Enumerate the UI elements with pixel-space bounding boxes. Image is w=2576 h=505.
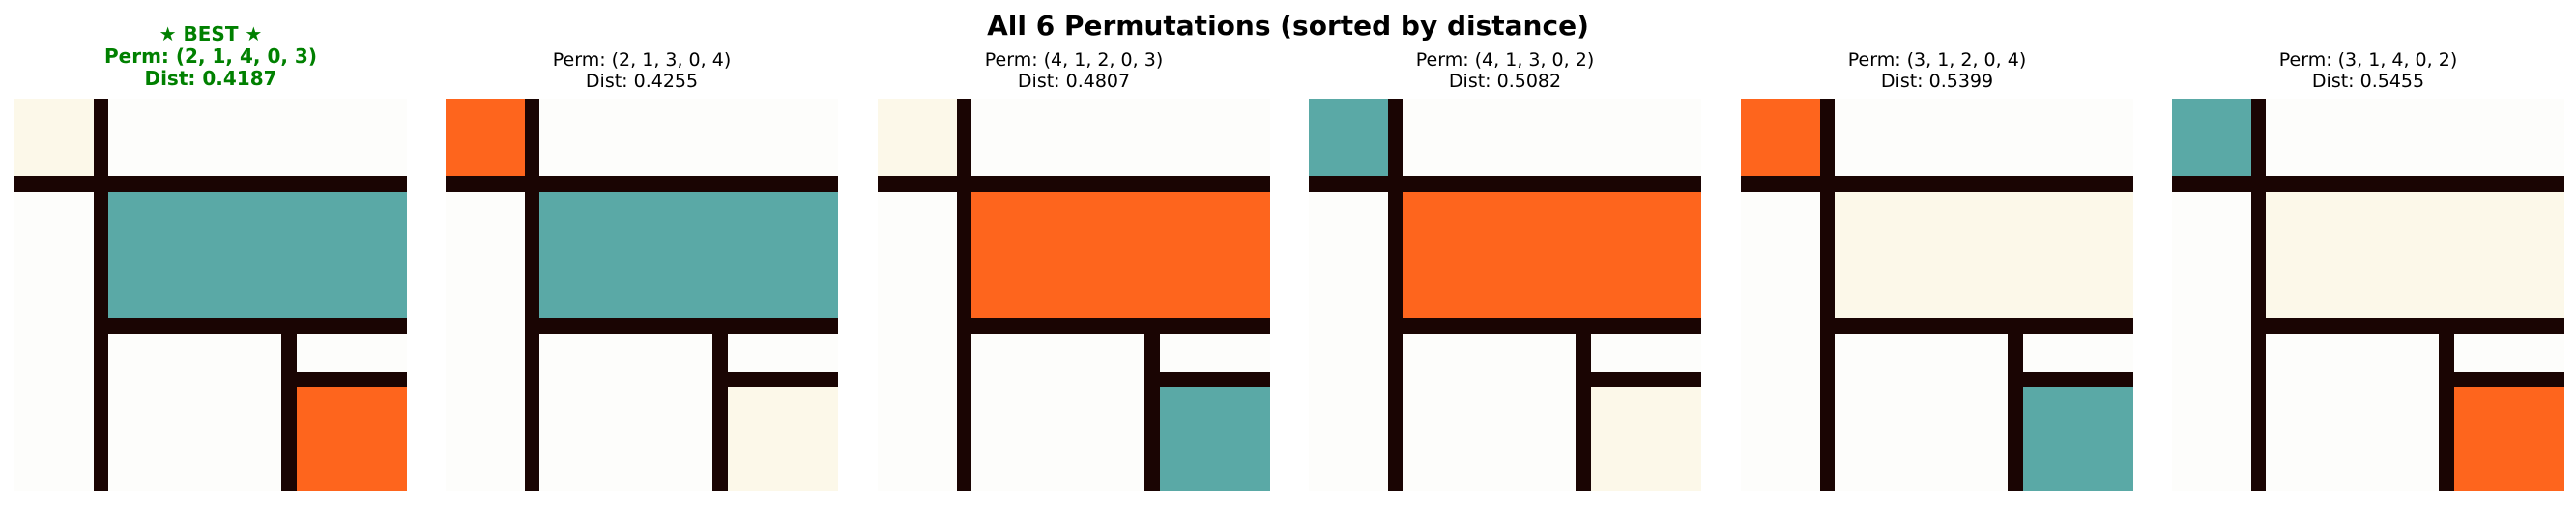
middle-block [108,192,407,318]
bottom-right-block [1591,387,1701,491]
top-left-block [878,99,957,176]
best-badge: ★ BEST ★ [159,22,263,45]
horizontal-line-middle [1820,318,2133,334]
vertical-line-right [2439,334,2454,491]
panel-title: Perm: (2, 1, 3, 0, 4) Dist: 0.4255 [407,49,877,92]
bottom-right-block [728,387,838,491]
perm-label: Perm: (2, 1, 3, 0, 4) [552,49,732,71]
mondrian-svg [446,99,838,491]
bottom-right-block [1160,387,1270,491]
horizontal-line-top [2172,176,2564,192]
horizontal-line-bottom [1144,372,1270,387]
horizontal-line-top [446,176,838,192]
top-left-block [14,99,94,176]
horizontal-line-bottom [2008,372,2133,387]
composition-image [14,99,407,491]
composition-image [1741,99,2133,491]
mondrian-svg [1741,99,2133,491]
horizontal-line-top [14,176,407,192]
horizontal-line-top [1309,176,1701,192]
horizontal-line-bottom [712,372,838,387]
top-left-block [1309,99,1388,176]
permutation-panel: Perm: (2, 1, 3, 0, 4) Dist: 0.4255 [446,0,838,505]
horizontal-line-top [878,176,1270,192]
middle-block [2266,192,2564,318]
horizontal-line-middle [94,318,407,334]
horizontal-line-bottom [1576,372,1701,387]
panel-title: Perm: (3, 1, 4, 0, 2) Dist: 0.5455 [2133,49,2576,92]
composition-image [2172,99,2564,491]
mondrian-svg [2172,99,2564,491]
vertical-line-left [957,99,971,491]
middle-block [1835,192,2133,318]
vertical-line-right [1576,334,1591,491]
permutation-panel: ★ BEST ★ Perm: (2, 1, 4, 0, 3) Dist: 0.418… [14,0,407,505]
panel-title: Perm: (4, 1, 2, 0, 3) Dist: 0.4807 [839,49,1309,92]
top-left-block [2172,99,2251,176]
permutation-panel: Perm: (3, 1, 4, 0, 2) Dist: 0.5455 [2172,0,2564,505]
dist-label: Dist: 0.4255 [585,71,699,92]
horizontal-line-middle [957,318,1270,334]
mondrian-svg [878,99,1270,491]
top-left-block [1741,99,1820,176]
dist-label: Dist: 0.5399 [1880,71,1994,92]
vertical-line-right [712,334,728,491]
top-left-block [446,99,525,176]
vertical-line-right [281,334,297,491]
bottom-right-block [297,387,407,491]
horizontal-line-top [1741,176,2133,192]
vertical-line-left [1388,99,1403,491]
figure-title: All 6 Permutations (sorted by distance) [987,10,1589,42]
vertical-line-right [2008,334,2023,491]
horizontal-line-middle [525,318,838,334]
middle-block [1403,192,1701,318]
vertical-line-left [525,99,539,491]
middle-block [539,192,838,318]
horizontal-line-bottom [281,372,407,387]
permutation-panel: Perm: (4, 1, 3, 0, 2) Dist: 0.5082 [1309,0,1701,505]
composition-image [446,99,838,491]
perm-label: Perm: (3, 1, 2, 0, 4) [1847,49,2027,71]
mondrian-svg [1309,99,1701,491]
bottom-right-block [2454,387,2564,491]
mondrian-svg [14,99,407,491]
permutation-panel: Perm: (3, 1, 2, 0, 4) Dist: 0.5399 [1741,0,2133,505]
middle-block [971,192,1270,318]
dist-label: Dist: 0.5082 [1448,71,1562,92]
dist-label: Dist: 0.4187 [144,67,277,90]
vertical-line-left [1820,99,1835,491]
panel-title: Perm: (4, 1, 3, 0, 2) Dist: 0.5082 [1270,49,1740,92]
vertical-line-left [2251,99,2266,491]
best-panel-title: ★ BEST ★ Perm: (2, 1, 4, 0, 3) Dist: 0.418… [0,23,446,90]
perm-label: Perm: (4, 1, 3, 0, 2) [1415,49,1595,71]
horizontal-line-middle [1388,318,1701,334]
bottom-right-block [2023,387,2133,491]
horizontal-line-middle [2251,318,2564,334]
perm-label: Perm: (3, 1, 4, 0, 2) [2278,49,2458,71]
perm-label: Perm: (2, 1, 4, 0, 3) [104,45,317,68]
dist-label: Dist: 0.5455 [2311,71,2425,92]
vertical-line-right [1144,334,1160,491]
panel-title: Perm: (3, 1, 2, 0, 4) Dist: 0.5399 [1702,49,2172,92]
vertical-line-left [94,99,108,491]
perm-label: Perm: (4, 1, 2, 0, 3) [984,49,1164,71]
composition-image [1309,99,1701,491]
horizontal-line-bottom [2439,372,2564,387]
permutation-panel: Perm: (4, 1, 2, 0, 3) Dist: 0.4807 [878,0,1270,505]
dist-label: Dist: 0.4807 [1017,71,1131,92]
composition-image [878,99,1270,491]
